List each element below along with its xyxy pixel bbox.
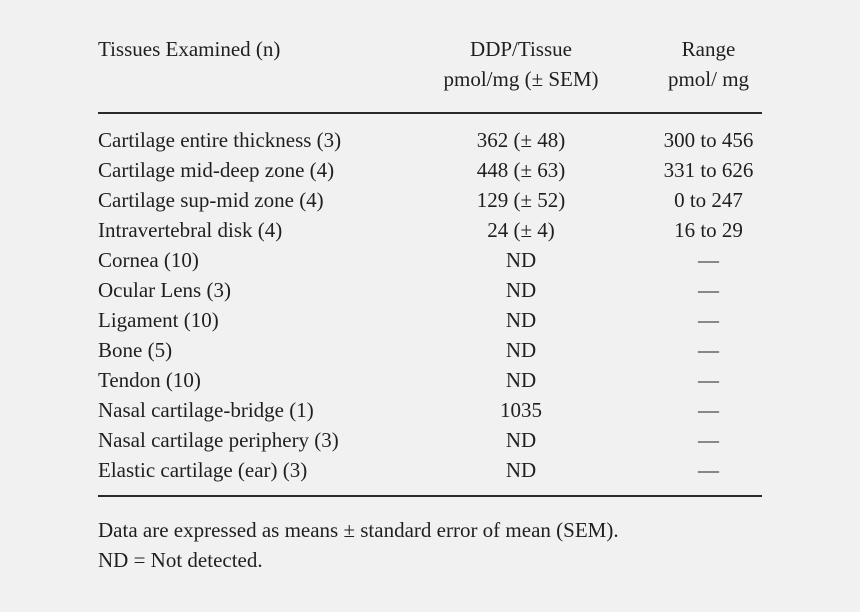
cell-range: — bbox=[698, 428, 719, 452]
table-row: Ocular Lens (3) ND — bbox=[98, 275, 762, 305]
table-notes: Data are expressed as means ± standard e… bbox=[98, 515, 762, 575]
table-row: Nasal cartilage periphery (3) ND — bbox=[98, 425, 762, 455]
table-row: Cartilage mid-deep zone (4) 448 (± 63) 3… bbox=[98, 155, 762, 185]
cell-range: 0 to 247 bbox=[674, 188, 743, 212]
cell-tissue: Tendon (10) bbox=[98, 368, 201, 392]
cell-range: 300 to 456 bbox=[663, 128, 754, 152]
header-ddp: DDP/Tissue pmol/mg (± SEM) bbox=[418, 34, 624, 94]
cell-ddp: 129 (± 52) bbox=[476, 188, 566, 212]
table-row: Elastic cartilage (ear) (3) ND — bbox=[98, 455, 762, 485]
footer-rule bbox=[98, 495, 762, 497]
cell-ddp: 448 (± 63) bbox=[476, 158, 566, 182]
table-row: Nasal cartilage-bridge (1) 1035 — bbox=[98, 395, 762, 425]
cell-range: — bbox=[698, 368, 719, 392]
table-row: Tendon (10) ND — bbox=[98, 365, 762, 395]
table-row: Cartilage entire thickness (3) 362 (± 48… bbox=[98, 125, 762, 155]
table-row: Intravertebral disk (4) 24 (± 4) 16 to 2… bbox=[98, 215, 762, 245]
header-rule bbox=[98, 112, 762, 114]
cell-tissue: Elastic cartilage (ear) (3) bbox=[98, 458, 308, 482]
header-ddp-line1: DDP/Tissue bbox=[470, 37, 572, 61]
cell-ddp: ND bbox=[505, 458, 537, 482]
cell-range: — bbox=[698, 458, 719, 482]
cell-range: — bbox=[698, 398, 719, 422]
table-row: Cartilage sup-mid zone (4) 129 (± 52) 0 … bbox=[98, 185, 762, 215]
table-row: Bone (5) ND — bbox=[98, 335, 762, 365]
cell-range: — bbox=[698, 338, 719, 362]
cell-tissue: Cartilage mid-deep zone (4) bbox=[98, 158, 335, 182]
cell-ddp: 1035 bbox=[500, 398, 542, 422]
cell-tissue: Ocular Lens (3) bbox=[98, 278, 231, 302]
cell-ddp: ND bbox=[505, 428, 537, 452]
cell-ddp: 24 (± 4) bbox=[487, 218, 555, 242]
cell-tissue: Cartilage sup-mid zone (4) bbox=[98, 188, 324, 212]
cell-ddp: ND bbox=[505, 278, 537, 302]
cell-ddp: ND bbox=[505, 338, 537, 362]
header-tissue-label: Tissues Examined (n) bbox=[98, 37, 281, 61]
cell-tissue: Nasal cartilage periphery (3) bbox=[98, 428, 339, 452]
cell-range: — bbox=[698, 278, 719, 302]
note-nd: ND = Not detected. bbox=[98, 548, 263, 572]
cell-tissue: Cornea (10) bbox=[98, 248, 199, 272]
header-range: Range pmol/ mg bbox=[649, 34, 768, 94]
cell-tissue: Bone (5) bbox=[98, 338, 173, 362]
header-range-line1: Range bbox=[681, 37, 736, 61]
note-sem: Data are expressed as means ± standard e… bbox=[98, 518, 619, 542]
cell-range: — bbox=[698, 248, 719, 272]
cell-range: — bbox=[698, 308, 719, 332]
table-body: Cartilage entire thickness (3) 362 (± 48… bbox=[98, 114, 762, 495]
header-tissue: Tissues Examined (n) bbox=[98, 34, 280, 64]
table-row: Cornea (10) ND — bbox=[98, 245, 762, 275]
cell-range: 331 to 626 bbox=[663, 158, 754, 182]
cell-tissue: Cartilage entire thickness (3) bbox=[98, 128, 342, 152]
data-table: Tissues Examined (n) DDP/Tissue pmol/mg … bbox=[98, 34, 762, 575]
cell-tissue: Intravertebral disk (4) bbox=[98, 218, 283, 242]
cell-tissue: Ligament (10) bbox=[98, 308, 219, 332]
cell-ddp: ND bbox=[505, 368, 537, 392]
cell-range: 16 to 29 bbox=[674, 218, 743, 242]
table-header: Tissues Examined (n) DDP/Tissue pmol/mg … bbox=[98, 34, 762, 112]
cell-ddp: ND bbox=[505, 248, 537, 272]
cell-tissue: Nasal cartilage-bridge (1) bbox=[98, 398, 314, 422]
cell-ddp: 362 (± 48) bbox=[476, 128, 566, 152]
header-ddp-line2: pmol/mg (± SEM) bbox=[443, 67, 599, 91]
cell-ddp: ND bbox=[505, 308, 537, 332]
table-row: Ligament (10) ND — bbox=[98, 305, 762, 335]
header-range-line2: pmol/ mg bbox=[667, 67, 750, 91]
